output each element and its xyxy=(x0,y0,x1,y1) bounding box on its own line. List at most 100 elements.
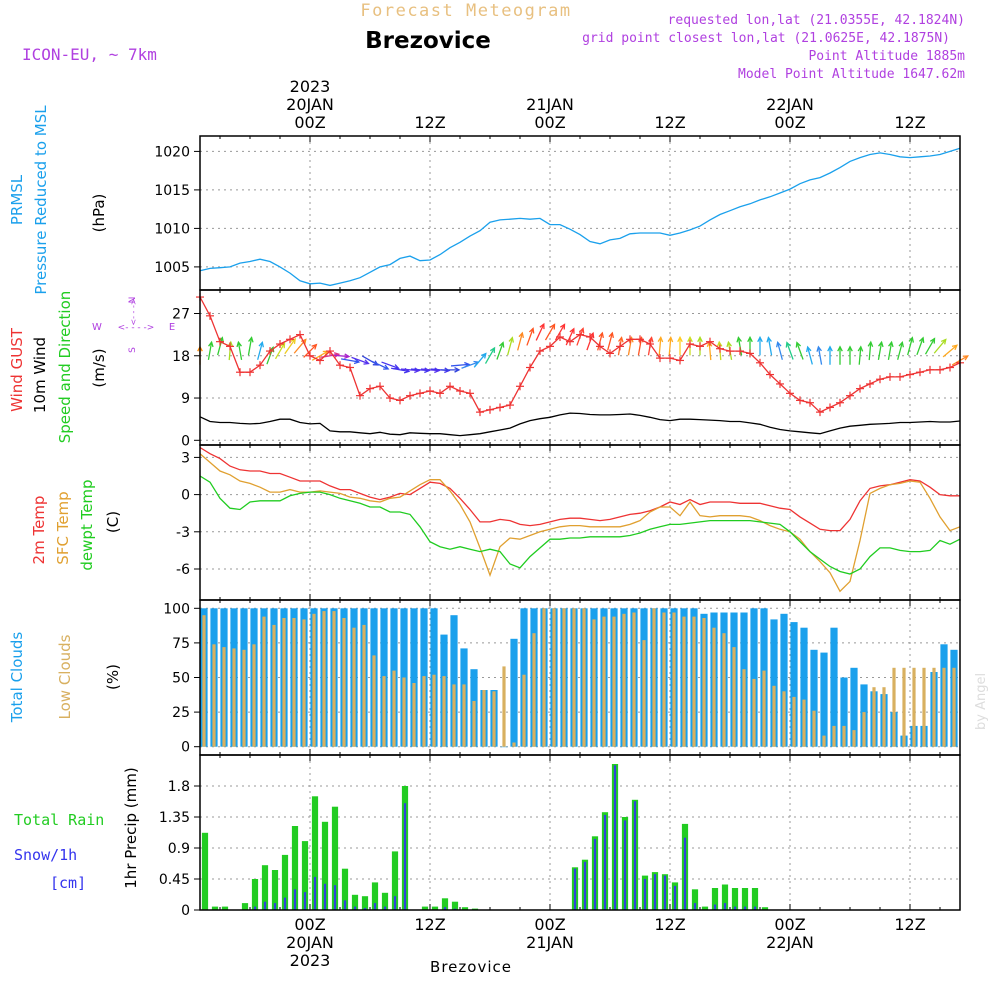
wind-arrow xyxy=(857,345,864,365)
y-tick-label: 1020 xyxy=(154,144,190,160)
gridpoint-coords: grid point closest lon,lat (21.0625E, 42… xyxy=(582,31,950,46)
svg-text:<- - ->: <- - -> xyxy=(129,298,138,325)
y-tick-label: 0.45 xyxy=(159,872,190,888)
wind-arrow xyxy=(247,336,254,356)
svg-text:E: E xyxy=(169,322,175,333)
gust-marker xyxy=(496,403,504,412)
bar-snow-1h xyxy=(573,868,577,910)
bar-low-clouds xyxy=(932,667,936,747)
bar-snow-1h xyxy=(743,906,747,910)
bar-snow-1h xyxy=(653,874,657,910)
gust-marker xyxy=(366,384,374,393)
gust-marker xyxy=(406,391,414,400)
credit-watermark: by Angel xyxy=(974,673,989,730)
bar-low-clouds xyxy=(232,648,236,747)
unit-label: 1hr Precip (mm) xyxy=(122,767,140,888)
panels: 1005 1010 1015 1020 PRMSL Pressure Reduced to… xyxy=(8,105,970,919)
bar-total-clouds xyxy=(450,615,458,747)
panel-label: Low Clouds xyxy=(56,634,74,719)
wind-arrow xyxy=(736,336,743,356)
bar-snow-1h xyxy=(673,885,677,910)
bar-total-clouds xyxy=(500,746,508,748)
y-tick-label: 25 xyxy=(172,705,190,721)
gust-marker xyxy=(656,354,664,363)
bar-low-clouds xyxy=(362,624,366,747)
bar-total-rain xyxy=(311,796,319,910)
bar-low-clouds xyxy=(372,655,376,747)
bar-low-clouds xyxy=(302,619,306,747)
wind-arrow xyxy=(544,323,556,341)
gust-marker xyxy=(596,342,604,351)
bottom-time-label: 12Z xyxy=(894,915,925,934)
gust-marker xyxy=(506,401,514,410)
bar-total-clouds xyxy=(800,627,808,747)
panel-precip: 1.8 1.35 0.9 0.45 0 Total Rain Snow/1h [cm] 1hr … xyxy=(14,754,961,919)
bar-snow-1h xyxy=(633,801,637,910)
series-line-sfc-temp xyxy=(199,453,961,593)
gust-marker xyxy=(716,344,724,353)
bar-snow-1h xyxy=(733,906,737,910)
bar-snow-1h xyxy=(253,906,257,910)
wind-arrow xyxy=(795,341,804,360)
panel-label: Wind GUST xyxy=(8,327,26,412)
top-date-label: 21JAN xyxy=(526,95,574,114)
wind-arrow xyxy=(293,338,307,354)
bottom-time-label: 00Z xyxy=(294,915,325,934)
bar-snow-1h xyxy=(333,885,337,910)
bar-snow-1h xyxy=(683,837,687,910)
panel-temperature: 3 0 -3 -6 2m Temp SFC Temp dewpt Temp (C) xyxy=(30,444,961,601)
gust-marker xyxy=(226,342,234,351)
panel-label: 2m Temp xyxy=(30,496,48,565)
y-tick-label: 50 xyxy=(172,671,190,687)
gust-marker xyxy=(856,384,864,393)
wind-arrow xyxy=(816,345,823,365)
bar-low-clouds xyxy=(912,667,916,747)
bottom-year-label: 2023 xyxy=(290,951,331,970)
bar-low-clouds xyxy=(512,742,516,747)
panel-label: Pressure Reduced to MSL xyxy=(32,105,50,295)
y-tick-label: -3 xyxy=(176,525,190,541)
gust-marker xyxy=(566,337,574,346)
top-year-label: 2023 xyxy=(290,77,331,96)
gust-marker xyxy=(586,332,594,341)
wind-arrow xyxy=(757,335,763,356)
gust-marker xyxy=(246,368,254,377)
bar-low-clouds xyxy=(582,608,586,747)
bar-total-clouds xyxy=(840,677,848,747)
unit-label: (%) xyxy=(104,664,122,690)
bar-low-clouds xyxy=(442,676,446,747)
wind-arrow xyxy=(942,344,958,358)
bar-low-clouds xyxy=(652,608,656,747)
bar-low-clouds xyxy=(402,677,406,747)
wind-arrow xyxy=(907,336,915,356)
gust-marker xyxy=(606,349,614,358)
bar-low-clouds xyxy=(862,712,866,747)
bar-total-rain xyxy=(431,906,439,910)
wind-arrow xyxy=(496,341,505,360)
bar-total-rain xyxy=(291,826,299,910)
panel-labels-precip: Total Rain Snow/1h [cm] 1hr Precip (mm) xyxy=(14,767,140,892)
gust-marker xyxy=(766,370,774,379)
wind-arrow xyxy=(785,341,794,360)
point-altitude: Point Altitude 1885m xyxy=(808,49,965,64)
bar-low-clouds xyxy=(462,684,466,747)
wind-arrow xyxy=(565,327,575,346)
wind-arrow xyxy=(775,340,783,360)
gust-marker xyxy=(666,354,674,363)
bar-low-clouds xyxy=(882,687,886,747)
top-time-label: 12Z xyxy=(894,113,925,132)
panel-label: [cm] xyxy=(50,874,86,892)
bar-total-clouds xyxy=(750,608,758,747)
bar-total-rain xyxy=(251,879,259,910)
wind-arrow xyxy=(371,360,390,370)
y-tick-label: 0 xyxy=(181,903,190,919)
gust-marker xyxy=(636,335,644,344)
bar-low-clouds xyxy=(272,624,276,747)
bar-total-clouds xyxy=(830,627,838,747)
bar-snow-1h xyxy=(353,906,357,910)
bar-low-clouds xyxy=(242,649,246,747)
bar-snow-1h xyxy=(583,861,587,910)
gust-marker xyxy=(946,363,954,372)
bar-low-clouds xyxy=(642,640,646,747)
bar-total-rain xyxy=(381,892,389,910)
